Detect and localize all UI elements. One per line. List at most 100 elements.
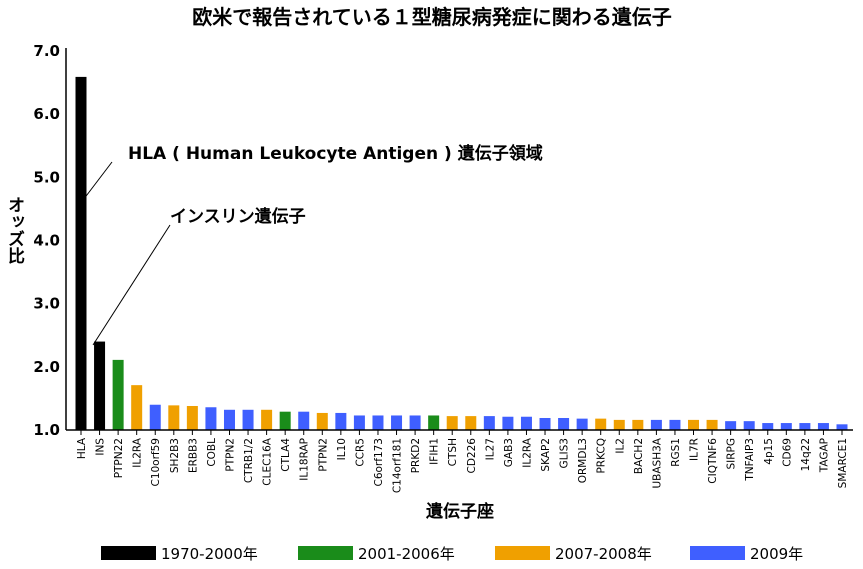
y-tick-label: 3.0 [33,295,60,313]
bar-sh2b3 [168,405,180,430]
legend-label: 2001-2006年 [358,545,455,563]
bar-ptpn2 [223,409,235,430]
bar-rgs1 [669,419,681,430]
x-tick-label: RGS1 [670,438,682,467]
bar-il27 [483,416,495,430]
x-tick-label: IL10 [336,438,348,460]
bar-prkcq [595,418,607,430]
bar-4p15 [762,423,774,430]
x-tick-label: CIQTNF6 [707,438,719,484]
x-tick-label: CLEC16A [262,437,274,486]
y-tick-label: 5.0 [33,168,60,186]
bar-cd226 [465,416,477,430]
chart-title: 欧米で報告されている１型糖尿病発症に関わる遺伝子 [192,5,671,29]
bar-ptpn2 [316,412,328,430]
bar-il7r [688,419,700,430]
bar-il2 [613,419,625,430]
y-tick-label: 7.0 [33,42,60,60]
x-tick-label: PRKCQ [596,438,608,474]
bar-ctrb12 [242,409,254,430]
x-tick-label: SH2B3 [169,438,181,473]
bar-c14orf181 [391,415,403,430]
bar-ciqtnf6 [706,419,718,430]
legend-swatch [495,546,550,560]
legend-label: 2007-2008年 [555,545,652,563]
x-tick-label: CTRB1/2 [243,438,255,483]
x-tick-label: IL18RAP [299,438,311,481]
x-tick-label: IL27 [484,438,496,460]
x-tick-label: PTPN2 [224,438,236,472]
x-tick-label: IL2 [614,438,626,454]
x-tick-label: GLIS3 [559,438,571,468]
annotation-hla: HLA ( Human Leukocyte Antigen ) 遺伝子領域 [128,143,543,164]
x-tick-label: SKAP2 [540,438,552,472]
bar-14q22 [799,423,811,430]
bar-ifih1 [428,415,440,430]
x-tick-label: PRKD2 [410,438,422,473]
bar-erbb3 [186,405,198,430]
bar-il18rap [298,411,310,430]
bar-cobl [205,407,217,430]
x-tick-label: C6orf173 [373,438,385,487]
x-tick-label: TAGAP [818,438,830,473]
bar-tnfaip3 [743,421,755,430]
x-tick-label: SIRPG [726,438,738,470]
bar-hla [75,76,87,431]
bar-ccr5 [353,415,365,430]
x-tick-label: INS [95,438,107,456]
x-tick-label: CD226 [466,438,478,474]
bar-il2ra [520,416,532,430]
bar-skap2 [539,417,551,430]
bar-prkd2 [409,415,421,430]
bar-clec16a [261,409,273,430]
y-tick-label: 1.0 [33,421,60,439]
x-tick-label: C14orf181 [392,438,404,493]
x-axis-label: 遺伝子座 [426,501,494,522]
y-tick-label: 4.0 [33,232,60,250]
x-tick-label: CD69 [781,438,793,467]
legend-label: 1970-2000年 [161,545,258,563]
bar-tagap [817,423,829,430]
x-tick-label: IFIH1 [429,438,441,465]
x-tick-label: GAB3 [503,438,515,467]
bar-ins [94,341,106,430]
x-tick-label: IL7R [689,438,701,461]
bar-gab3 [502,416,514,430]
legend-swatch [298,546,353,560]
annotation-ins: インスリン遺伝子 [170,206,306,227]
bar-ormdl3 [576,418,588,430]
x-tick-label: PTPN2 [317,438,329,472]
bar-c6orf173 [372,415,384,430]
x-tick-label: BACH2 [633,438,645,474]
bar-c10orf59 [149,404,161,430]
bar-sirpg [725,421,737,430]
x-tick-label: ORMDL3 [577,438,589,483]
x-tick-label: C10orf59 [150,438,162,487]
bar-glis3 [558,417,570,430]
x-tick-label: HLA [76,437,88,459]
bar-ptpn22 [112,359,124,430]
y-tick-label: 2.0 [33,358,60,376]
y-axis-label: オッズ比 [4,196,25,265]
legend: 1970-2000年 2001-2006年 2007-2008年 2009年 [101,545,803,563]
x-tick-label: SMARCE1 [837,438,849,488]
bar-ubash3a [650,419,662,430]
bar-ctla4 [279,411,291,430]
x-tick-label: PTPN22 [113,438,125,478]
x-tick-label: 4p15 [763,438,775,465]
bar-il10 [335,412,347,430]
x-tick-label: IL2RA [521,437,533,467]
bar-ctsh [446,416,458,430]
x-tick-label: COBL [206,438,218,467]
annotation-line-hla [76,161,113,209]
x-tick-label: UBASH3A [651,437,663,488]
bar-il2ra [131,385,143,430]
x-tick-label: 14q22 [800,438,812,471]
x-tick-label: ERBB3 [187,438,199,473]
bar-cd69 [780,423,792,430]
legend-swatch [101,546,156,560]
x-tick-label: TNFAIP3 [744,438,756,482]
x-tick-label: CTLA4 [280,438,292,472]
bar-smarce1 [836,424,848,430]
